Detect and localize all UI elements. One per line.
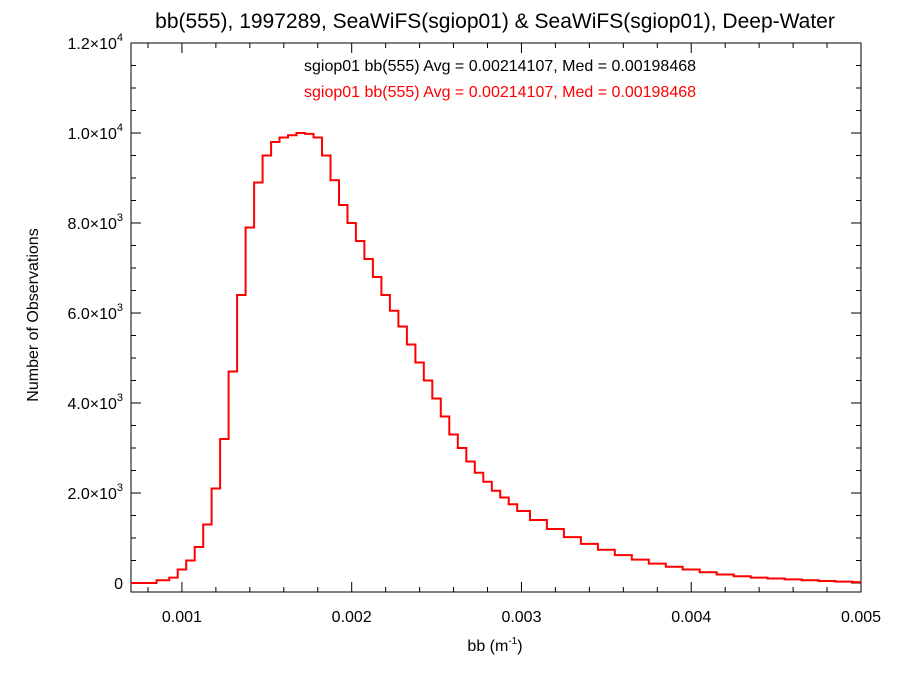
y-tick-label-exponent: 4 [117, 122, 123, 134]
y-tick-label: 6.0×103 [67, 302, 123, 323]
y-tick-label: 4.0×103 [67, 392, 123, 413]
y-tick-label-exponent: 3 [117, 482, 123, 494]
y-tick-label-exponent: 3 [117, 212, 123, 224]
y-tick-label-exponent: 4 [117, 32, 123, 44]
x-tick-label: 0.003 [501, 609, 541, 626]
series-line-0 [131, 132, 861, 584]
x-tick-label: 0.001 [162, 609, 202, 626]
y-tick-label-mantissa: 0 [114, 576, 123, 593]
x-tick-label: 0.005 [841, 609, 881, 626]
y-tick-label-exponent: 3 [117, 392, 123, 404]
y-tick-label-mantissa: 2.0×10 [67, 486, 116, 503]
annotation-black: sgiop01 bb(555) Avg = 0.00214107, Med = … [304, 58, 696, 75]
x-tick-label: 0.004 [671, 609, 711, 626]
y-tick-label-mantissa: 1.2×10 [67, 36, 116, 53]
plot-frame [130, 42, 862, 593]
y-tick-label-mantissa: 6.0×10 [67, 306, 116, 323]
y-tick-label-mantissa: 1.0×10 [67, 126, 116, 143]
y-tick-label: 8.0×103 [67, 212, 123, 233]
y-tick-label: 1.2×104 [67, 32, 123, 53]
x-tick-label: 0.002 [332, 609, 372, 626]
y-tick-label-exponent: 3 [117, 302, 123, 314]
y-axis-label: Number of Observations [25, 228, 42, 401]
x-axis-label: bb (m-1) [467, 636, 522, 655]
x-axis-label-main: bb (m [467, 638, 508, 655]
y-tick-label: 1.0×104 [67, 122, 123, 143]
x-axis-label-close: ) [517, 638, 522, 655]
x-axis-label-sup: -1 [508, 636, 517, 647]
y-tick-label: 2.0×103 [67, 482, 123, 503]
y-tick-label-mantissa: 4.0×10 [67, 396, 116, 413]
chart-title: bb(555), 1997289, SeaWiFS(sgiop01) & Sea… [155, 10, 835, 33]
y-tick-label-mantissa: 8.0×10 [67, 216, 116, 233]
y-tick-label: 0 [114, 576, 123, 593]
annotation-red: sgiop01 bb(555) Avg = 0.00214107, Med = … [304, 84, 696, 101]
